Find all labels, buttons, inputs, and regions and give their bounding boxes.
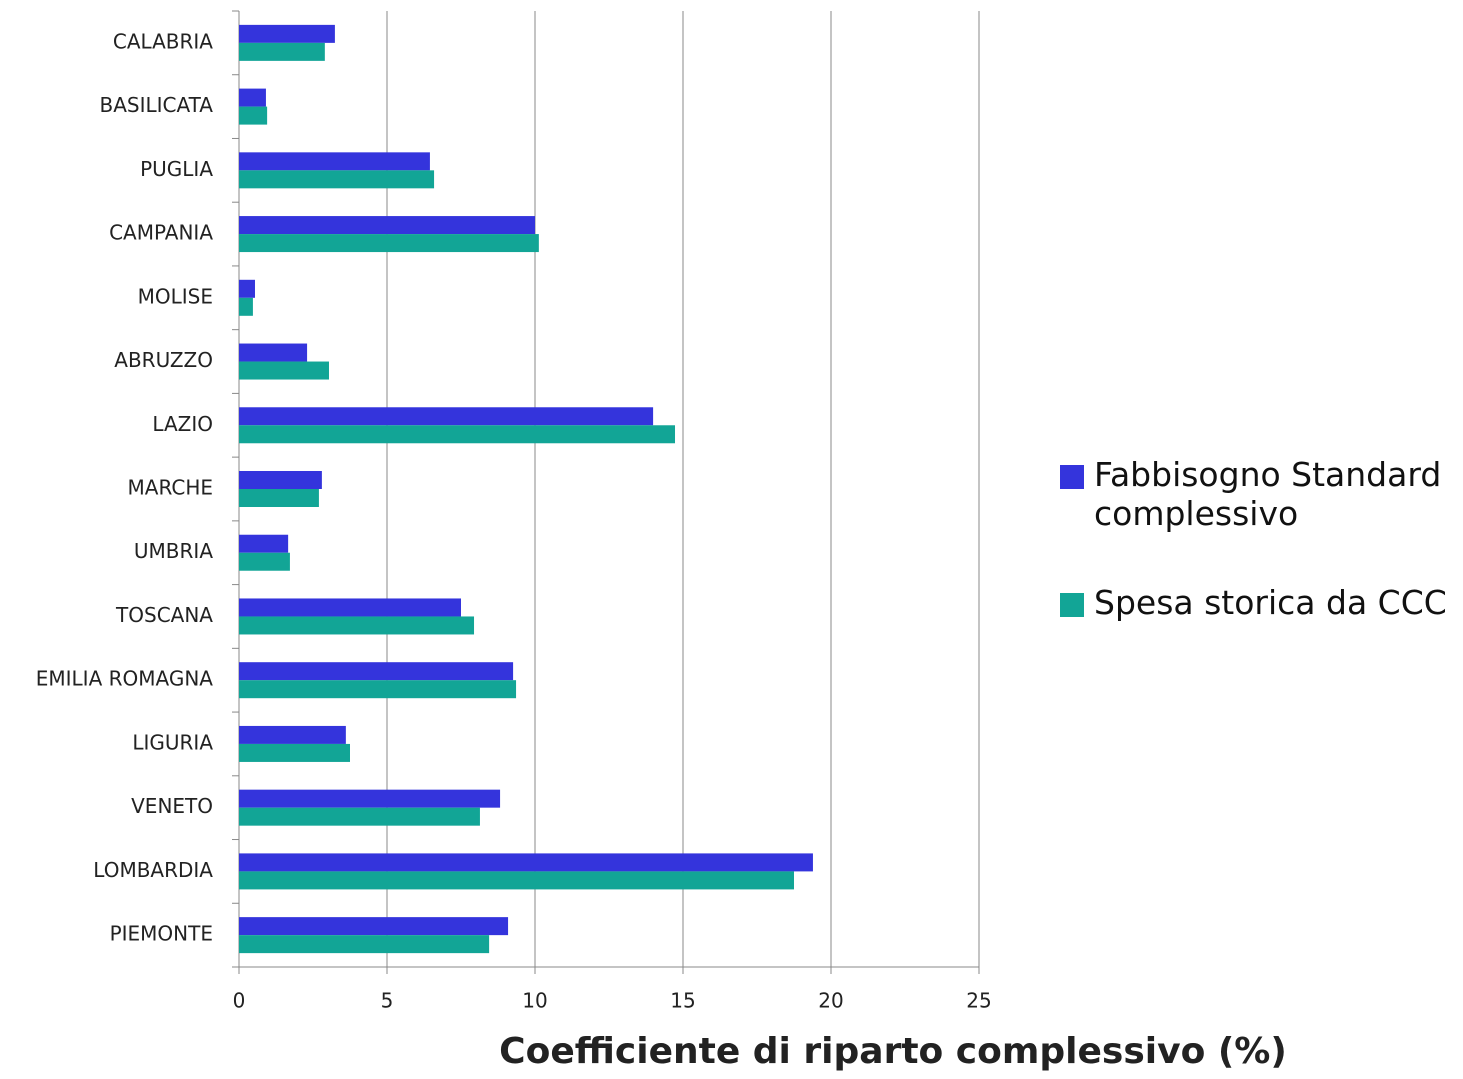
bar bbox=[239, 616, 475, 635]
legend-item: Fabbisogno Standard complessivo bbox=[1060, 455, 1460, 533]
y-tick-label: MARCHE bbox=[128, 476, 213, 500]
bar bbox=[239, 170, 435, 189]
bar bbox=[239, 279, 255, 298]
y-tick-label: LAZIO bbox=[152, 412, 213, 436]
y-tick-label: TOSCANA bbox=[115, 603, 213, 627]
bar bbox=[239, 42, 325, 61]
bar bbox=[239, 425, 676, 444]
bar bbox=[239, 789, 501, 808]
bar bbox=[239, 917, 509, 936]
x-tick-label: 20 bbox=[818, 989, 843, 1013]
bar bbox=[239, 598, 461, 617]
x-axis-label: Coefficiente di riparto complessivo (%) bbox=[499, 1031, 1287, 1072]
y-tick-label: MOLISE bbox=[138, 284, 213, 308]
bar bbox=[239, 216, 535, 235]
y-tick-label: EMILIA ROMAGNA bbox=[36, 667, 214, 691]
bar bbox=[239, 725, 346, 744]
y-tick-label: CAMPANIA bbox=[109, 221, 213, 245]
x-tick-label: 5 bbox=[381, 989, 394, 1013]
bar bbox=[239, 853, 813, 872]
x-tick-label: 25 bbox=[966, 989, 991, 1013]
bar bbox=[239, 680, 517, 699]
legend: Fabbisogno Standard complessivo Spesa sto… bbox=[1060, 455, 1460, 672]
bar bbox=[239, 106, 268, 125]
legend-label: Spesa storica da CCC bbox=[1094, 583, 1447, 622]
bar bbox=[239, 297, 253, 316]
legend-swatch bbox=[1060, 465, 1084, 489]
x-tick-label: 15 bbox=[670, 989, 695, 1013]
bar bbox=[239, 534, 289, 553]
bar bbox=[239, 88, 266, 107]
bar bbox=[239, 471, 322, 489]
bar bbox=[239, 361, 329, 380]
bar bbox=[239, 489, 319, 507]
bar bbox=[239, 807, 480, 826]
y-tick-label: VENETO bbox=[131, 794, 213, 818]
legend-item: Spesa storica da CCC bbox=[1060, 583, 1460, 622]
y-tick-label: PIEMONTE bbox=[110, 922, 213, 946]
legend-label: Fabbisogno Standard complessivo bbox=[1094, 455, 1442, 533]
bar bbox=[239, 234, 539, 253]
bar bbox=[239, 407, 654, 426]
y-tick-label: CALABRIA bbox=[113, 29, 213, 53]
bar bbox=[239, 935, 490, 954]
y-tick-label: UMBRIA bbox=[134, 539, 213, 563]
y-tick-label: ABRUZZO bbox=[114, 348, 213, 372]
bar bbox=[239, 24, 335, 43]
bar bbox=[239, 552, 290, 571]
x-tick-label: 10 bbox=[522, 989, 547, 1013]
legend-swatch bbox=[1060, 593, 1084, 617]
y-tick-label: LOMBARDIA bbox=[93, 858, 213, 882]
y-tick-label: LIGURIA bbox=[132, 730, 213, 754]
bar bbox=[239, 662, 514, 681]
bar bbox=[239, 871, 794, 890]
bar bbox=[239, 343, 308, 362]
bar bbox=[239, 743, 350, 762]
x-tick-label: 0 bbox=[233, 989, 246, 1013]
bar bbox=[239, 152, 430, 171]
y-tick-label: BASILICATA bbox=[100, 93, 214, 117]
y-tick-label: PUGLIA bbox=[140, 157, 213, 181]
